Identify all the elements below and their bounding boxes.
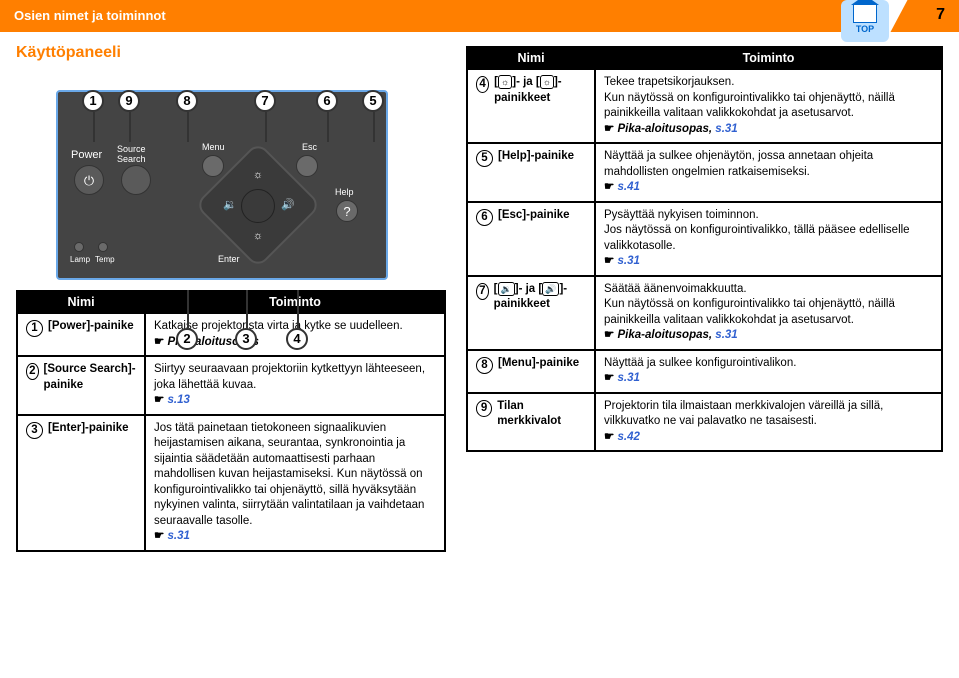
header-title: Osien nimet ja toiminnot xyxy=(14,8,166,23)
header-bar: Osien nimet ja toiminnot xyxy=(0,0,959,32)
callout-number: 2 xyxy=(26,363,39,380)
table-row: 9 Tilan merkkivalot Projektorin tila ilmai… xyxy=(467,393,942,452)
table-row: 2 [Source Search]-painike Siirtyy seuraava… xyxy=(17,356,445,415)
row-name: [Source Search]-painike xyxy=(44,362,136,393)
page-number: 7 xyxy=(936,6,945,24)
callout-number: 8 xyxy=(476,357,493,374)
temp-label: Temp xyxy=(95,255,115,264)
callout-9: 9 xyxy=(118,90,140,112)
control-panel-figure: 19 8 7 6 5 Power SourceSearch Menu Esc Help … xyxy=(56,90,388,280)
top-badge[interactable]: TOP xyxy=(841,0,889,42)
help-label: Help xyxy=(335,187,354,197)
callout-5: 5 xyxy=(362,90,384,112)
esc-button[interactable] xyxy=(296,155,318,177)
volume-down-button[interactable]: 🔉 xyxy=(218,197,242,213)
table-row: 1[Power]-painikeKatkaise projektorista v… xyxy=(17,313,445,356)
row-name: [Esc]-painike xyxy=(498,208,570,224)
keystone-down-button[interactable]: ☼ xyxy=(246,228,270,244)
callout-number: 3 xyxy=(26,422,43,439)
esc-label: Esc xyxy=(302,142,317,152)
table-row: 5 [Help]-painike Näyttää ja sulkee ohjenäy… xyxy=(467,143,942,202)
row-func: Jos tätä painetaan tietokoneen signaalik… xyxy=(154,422,424,527)
row-func: Siirtyy seuraavaan projektoriin kytketty… xyxy=(154,363,425,391)
row-func: Projektorin tila ilmaistaan merkkivaloje… xyxy=(604,400,883,428)
callout-number: 7 xyxy=(476,283,489,300)
table-row: 6 [Esc]-painike Pysäyttää nykyisen toiminn… xyxy=(467,202,942,276)
left-table: Nimi Toiminto 1[Power]-painikeKatkaise p… xyxy=(16,290,446,552)
callout-number: 4 xyxy=(476,76,489,93)
row-name: [☼]- ja [☼]-painikkeet xyxy=(494,75,586,106)
row-func: Pysäyttää nykyisen toiminnon.Jos näytöss… xyxy=(604,209,910,252)
row-func: Tekee trapetsikorjauksen.Kun näytössä on… xyxy=(604,76,895,119)
table-row: 8 [Menu]-painike Näyttää ja sulkee konfigu… xyxy=(467,350,942,393)
power-button[interactable]: ⏻ xyxy=(74,165,104,195)
table-row: 3 [Enter]-painike Jos tätä painetaan tieto… xyxy=(17,415,445,551)
row-name: [Power]-painike xyxy=(48,319,134,335)
row-func: Näyttää ja sulkee konfigurointivalikon. xyxy=(604,357,796,369)
callout-7: 7 xyxy=(254,90,276,112)
source-search-button[interactable] xyxy=(121,165,151,195)
row-name: Tilan merkkivalot xyxy=(497,399,586,430)
th-name: Nimi xyxy=(17,291,145,313)
lamp-label: Lamp xyxy=(70,255,90,264)
row-name: [Menu]-painike xyxy=(498,356,579,372)
table-row: 4 [☼]- ja [☼]-painikkeet Tekee trapetsikor… xyxy=(467,69,942,143)
row-func: Näyttää ja sulkee ohjenäytön, jossa anne… xyxy=(604,150,873,178)
row-name: [Enter]-painike xyxy=(48,421,129,437)
table-row: 7 [🔉]- ja [🔊]-painikkeet Säätää äänenvoima… xyxy=(467,276,942,350)
row-name: [Help]-painike xyxy=(498,149,574,165)
section-title: Käyttöpaneeli xyxy=(16,44,446,62)
menu-button[interactable] xyxy=(202,155,224,177)
row-func: Säätää äänenvoimakkuutta.Kun näytössä on… xyxy=(604,283,895,326)
th-func: Toiminto xyxy=(145,291,445,313)
lamp-led xyxy=(74,242,84,252)
callout-number: 1 xyxy=(26,320,43,337)
enter-label: Enter xyxy=(218,254,240,264)
callout-number: 5 xyxy=(476,150,493,167)
callout-6: 6 xyxy=(316,90,338,112)
volume-up-button[interactable]: 🔊 xyxy=(276,197,300,213)
callout-3: 3 xyxy=(235,328,257,350)
control-panel-body: Power SourceSearch Menu Esc Help Enter L… xyxy=(56,90,388,280)
top-badge-label: TOP xyxy=(856,24,874,34)
callout-number: 6 xyxy=(476,209,493,226)
th-func: Toiminto xyxy=(595,47,942,69)
row-name: [🔉]- ja [🔊]-painikkeet xyxy=(494,282,586,313)
enter-button[interactable] xyxy=(241,189,275,223)
source-search-label: SourceSearch xyxy=(117,144,157,164)
callout-number: 9 xyxy=(476,400,492,417)
power-label: Power xyxy=(71,149,102,161)
keystone-up-button[interactable]: ☼ xyxy=(246,167,270,183)
home-icon xyxy=(853,5,877,23)
right-table: Nimi Toiminto 4 [☼]- ja [☼]-painikkeet Tek… xyxy=(466,46,943,452)
help-button[interactable]: ? xyxy=(336,200,358,222)
callout-2: 2 xyxy=(176,328,198,350)
callout-4: 4 xyxy=(286,328,308,350)
callout-1: 1 xyxy=(82,90,104,112)
menu-label: Menu xyxy=(202,142,225,152)
callout-8: 8 xyxy=(176,90,198,112)
th-name: Nimi xyxy=(467,47,595,69)
temp-led xyxy=(98,242,108,252)
